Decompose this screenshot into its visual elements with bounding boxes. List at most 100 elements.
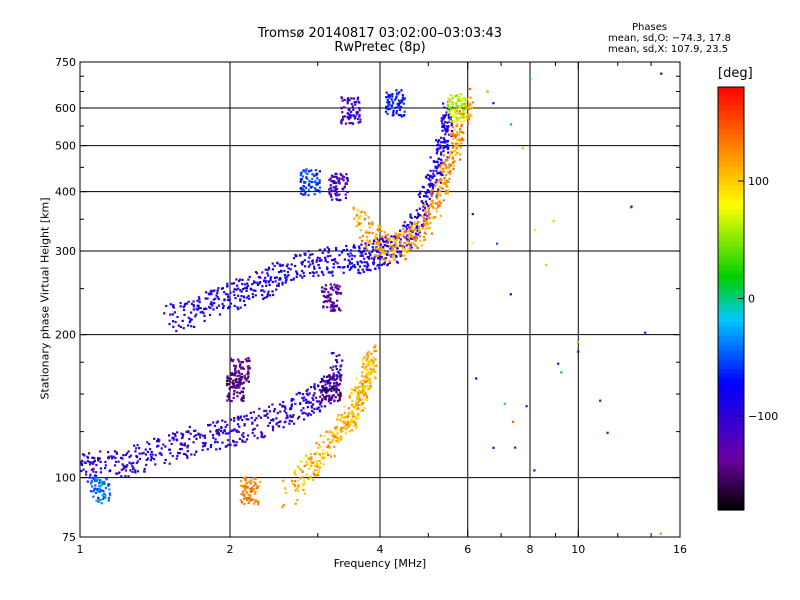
echo-point (287, 274, 290, 277)
echo-cluster-point (332, 186, 335, 189)
echo-point (429, 221, 432, 225)
echo-cluster-point (346, 179, 349, 182)
echo-cluster-point (232, 386, 235, 389)
echo-point (86, 460, 89, 463)
echo-cluster-point (455, 108, 458, 111)
echo-cluster-point (308, 182, 311, 185)
echo-cluster-point (342, 115, 345, 119)
echo-cluster-point (353, 101, 356, 104)
echo-point (361, 251, 364, 254)
echo-cluster-point (235, 365, 238, 368)
echo-point (357, 407, 360, 410)
echo-point (203, 308, 206, 311)
echo-cluster-point (339, 292, 342, 295)
echo-point (376, 250, 379, 253)
echo-point (290, 479, 294, 482)
echo-point (99, 467, 102, 470)
echo-point (264, 279, 267, 282)
echo-point (367, 377, 370, 380)
echo-point (240, 295, 243, 298)
echo-point (367, 364, 370, 367)
echo-point (206, 297, 209, 300)
echo-cluster-point (318, 181, 321, 184)
echo-point (297, 391, 300, 394)
echo-point (320, 401, 323, 404)
echo-cluster-point (227, 395, 230, 398)
echo-cluster-point (456, 118, 459, 121)
echo-point (370, 371, 373, 374)
echo-point (174, 434, 177, 438)
echo-point (440, 117, 443, 120)
echo-cluster-point (358, 109, 361, 112)
echo-cluster-point (238, 383, 241, 386)
echo-cluster-point (457, 98, 460, 101)
echo-cluster-point (454, 115, 457, 119)
echo-point (374, 370, 377, 373)
echo-point (371, 223, 374, 226)
echo-point (410, 234, 413, 238)
echo-point (444, 174, 448, 177)
echo-cluster-point (242, 399, 245, 402)
echo-point (283, 421, 286, 424)
y-tick-label: 600 (55, 102, 76, 115)
echo-cluster-point (247, 493, 251, 497)
echo-point (194, 315, 197, 318)
echo-point (332, 351, 335, 355)
echo-point (445, 179, 448, 183)
echo-points (80, 72, 663, 535)
echo-point (324, 256, 327, 259)
echo-cluster-point (256, 487, 259, 490)
echo-point (429, 174, 432, 177)
echo-point (394, 237, 397, 240)
echo-cluster-point (243, 374, 246, 377)
echo-point (413, 238, 416, 241)
echo-point (226, 439, 230, 442)
echo-point (340, 426, 343, 429)
echo-point (336, 432, 339, 435)
echo-cluster-point (352, 108, 355, 111)
echo-point (307, 260, 310, 263)
echo-cluster-point (356, 96, 360, 99)
echo-point (398, 253, 401, 256)
echo-cluster-point (237, 382, 240, 385)
colorbar-segment (718, 336, 744, 342)
echo-cluster-point (334, 172, 337, 175)
echo-point (406, 251, 409, 254)
echo-point (467, 116, 470, 119)
echo-point (329, 382, 332, 385)
echo-point (335, 249, 338, 252)
echo-point (374, 237, 377, 240)
echo-cluster-point (233, 364, 236, 367)
echo-point (356, 263, 359, 266)
echo-point (312, 411, 315, 414)
echo-cluster-point (391, 100, 394, 104)
echo-point (115, 451, 118, 454)
echo-point (113, 464, 117, 467)
echo-point (272, 293, 275, 297)
echo-point (306, 388, 309, 391)
echo-point (142, 451, 145, 454)
echo-cluster-point (91, 490, 94, 493)
echo-point (313, 267, 316, 270)
echo-cluster-point (387, 102, 390, 105)
echo-point (356, 397, 359, 400)
echo-point (435, 139, 438, 142)
echo-cluster-point (304, 181, 307, 184)
echo-point (278, 403, 282, 406)
echo-point (312, 394, 315, 397)
echo-point (442, 147, 445, 150)
echo-point (415, 209, 418, 212)
echo-cluster-point (257, 500, 260, 503)
echo-point (427, 190, 430, 193)
echo-point (186, 444, 190, 447)
echo-point (353, 246, 357, 249)
echo-cluster-point (251, 489, 254, 492)
echo-cluster-point (329, 397, 332, 400)
echo-point (350, 410, 354, 413)
echo-point (216, 289, 219, 292)
noise-point (503, 402, 506, 405)
echo-point (378, 255, 381, 258)
noise-point (533, 228, 536, 232)
echo-point (374, 267, 377, 270)
echo-point (273, 408, 276, 411)
